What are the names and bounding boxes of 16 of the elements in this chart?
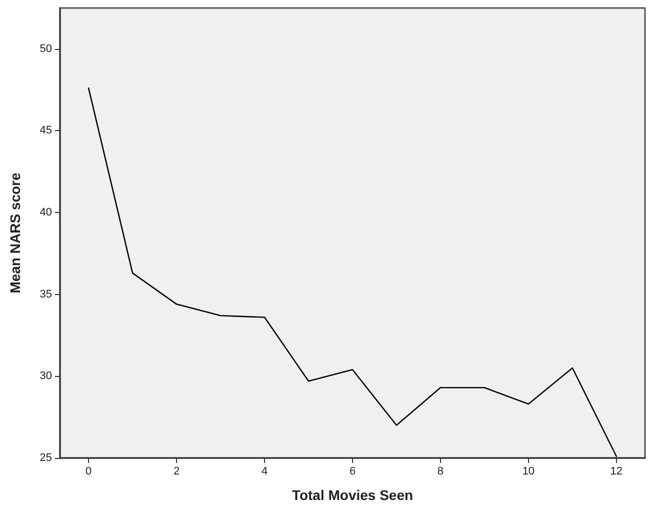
x-tick-label: 12: [610, 466, 623, 478]
x-tick-label: 6: [349, 466, 356, 478]
y-tick-label: 25: [40, 452, 52, 464]
x-tick-label: 8: [437, 466, 444, 478]
y-tick-label: 50: [40, 42, 52, 55]
x-tick-label: 10: [522, 466, 535, 478]
y-tick-label: 30: [40, 370, 52, 382]
x-axis-title: Total Movies Seen: [292, 487, 414, 503]
x-tick-label: 2: [174, 466, 180, 478]
y-tick-label: 40: [40, 206, 52, 219]
y-axis-title: Mean NARS score: [7, 172, 23, 294]
x-tick-label: 0: [86, 466, 92, 478]
x-tick-label: 4: [261, 466, 268, 478]
y-tick-label: 45: [40, 124, 52, 137]
line-series: [88, 88, 618, 458]
y-tick-label: 35: [40, 288, 52, 300]
